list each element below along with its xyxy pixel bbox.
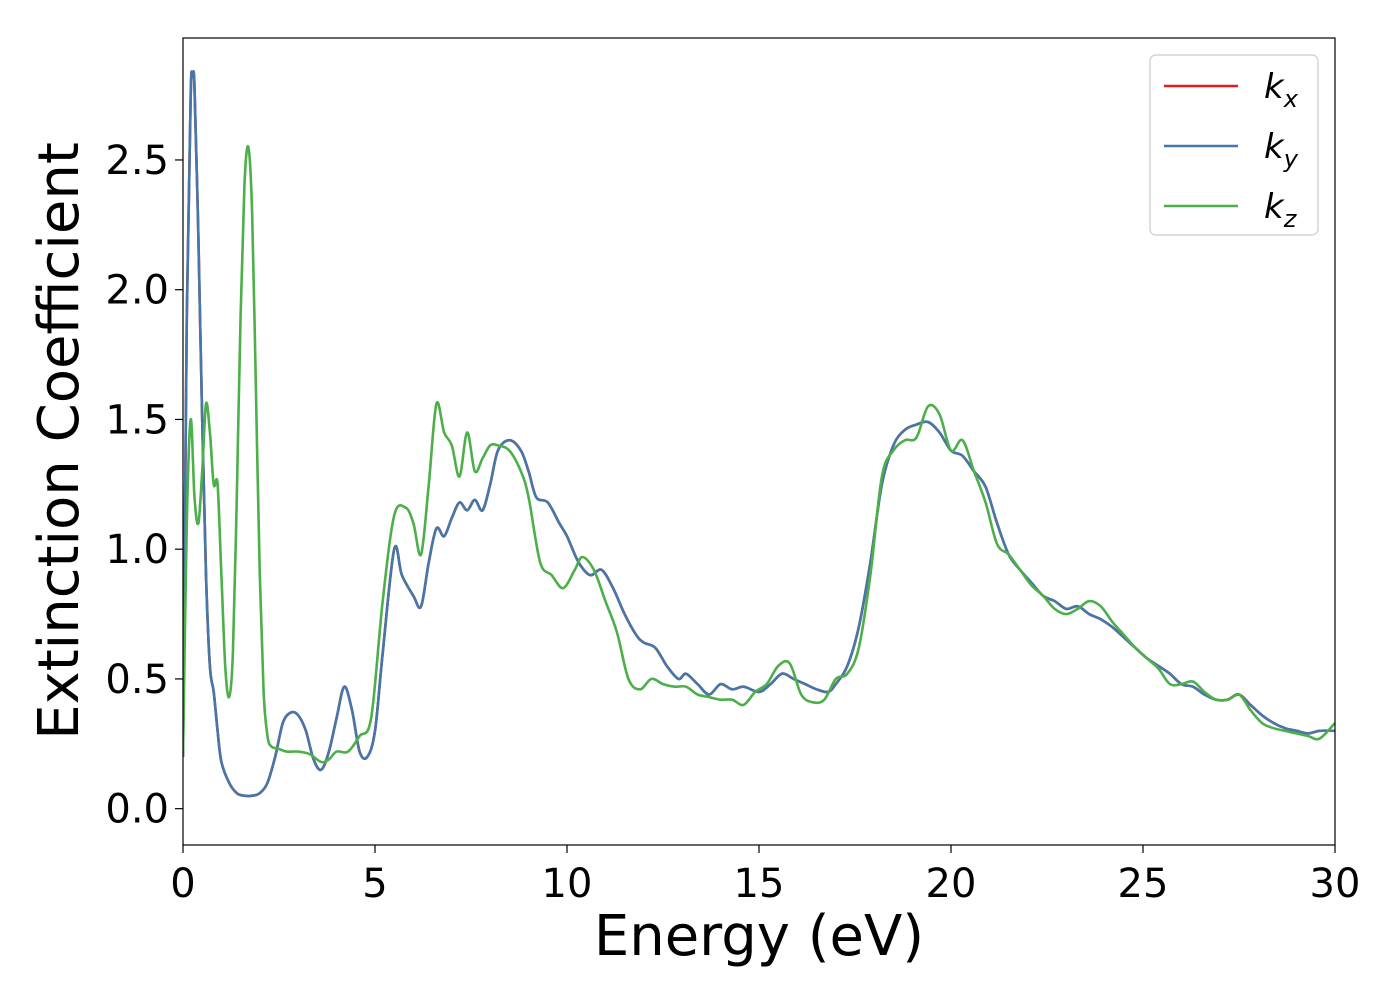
y-tick-label: 0.0 — [105, 787, 169, 833]
plot-background — [183, 38, 1335, 845]
legend-label-subscript: z — [1283, 205, 1298, 233]
y-tick-label: 1.0 — [105, 527, 169, 573]
series-line-z — [183, 144, 1335, 764]
x-tick-label: 30 — [1310, 861, 1361, 907]
x-tick-label: 5 — [362, 861, 387, 907]
y-axis-title: Extinction Coefficient — [27, 142, 92, 740]
x-axis: 0 5 10 15 20 25 30 — [170, 845, 1360, 907]
legend-label-y: ky — [1264, 127, 1299, 173]
y-tick-label: 1.5 — [105, 397, 169, 443]
x-axis-title: Energy (eV) — [594, 904, 924, 969]
y-tick-label: 2.5 — [105, 138, 169, 184]
legend-label-base: k — [1264, 67, 1285, 107]
y-tick-label: 0.5 — [105, 657, 169, 703]
legend-label-subscript: x — [1283, 85, 1299, 113]
legend-label-subscript: y — [1283, 145, 1299, 173]
x-tick-label: 10 — [542, 861, 593, 907]
legend-label-x: kx — [1264, 67, 1299, 113]
x-tick-label: 20 — [926, 861, 977, 907]
legend-label-z: kz — [1264, 187, 1298, 233]
series-line-y — [183, 70, 1335, 798]
series-layer — [183, 70, 1335, 798]
y-axis: 0.0 0.5 1.0 1.5 2.0 2.5 — [105, 138, 183, 833]
x-tick-label: 15 — [734, 861, 785, 907]
legend-label-base: k — [1264, 127, 1285, 167]
y-tick-label: 2.0 — [105, 268, 169, 314]
x-tick-label: 0 — [170, 861, 195, 907]
legend-label-base: k — [1264, 187, 1285, 227]
x-tick-label: 25 — [1118, 861, 1169, 907]
